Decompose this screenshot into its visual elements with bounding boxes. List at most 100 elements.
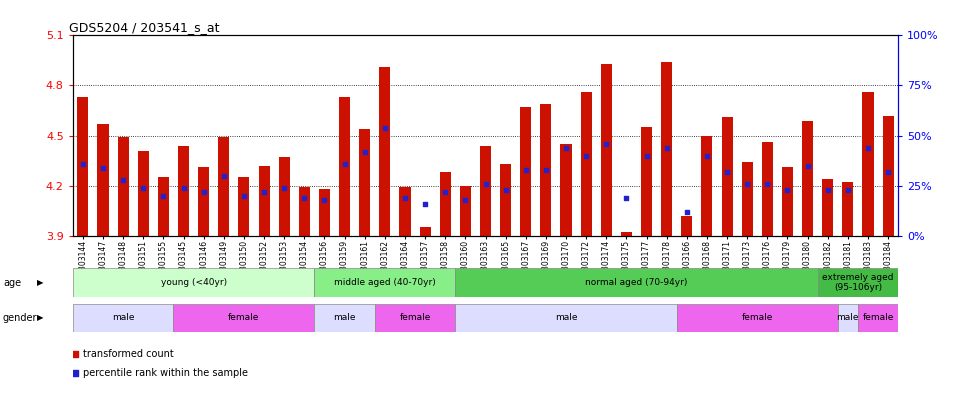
Point: [236, 193, 251, 199]
Bar: [560, 144, 572, 236]
Text: female: female: [742, 314, 773, 322]
Text: GDS5204 / 203541_s_at: GDS5204 / 203541_s_at: [69, 21, 219, 34]
Point: [699, 152, 715, 159]
Bar: [198, 167, 209, 236]
Bar: [838, 304, 858, 332]
Bar: [677, 304, 838, 332]
Bar: [540, 104, 552, 236]
Bar: [239, 177, 250, 236]
Point: [800, 162, 816, 169]
Bar: [620, 232, 632, 236]
Point: [377, 125, 392, 131]
Text: male: male: [554, 314, 578, 322]
Bar: [174, 304, 315, 332]
Bar: [455, 268, 818, 297]
Bar: [315, 268, 455, 297]
Point: [820, 187, 835, 193]
Bar: [339, 97, 351, 236]
Bar: [73, 304, 174, 332]
Point: [881, 169, 896, 175]
Bar: [97, 124, 109, 236]
Bar: [399, 187, 411, 236]
Point: [579, 152, 594, 159]
Text: female: female: [228, 314, 259, 322]
Bar: [822, 179, 833, 236]
Bar: [455, 304, 677, 332]
Bar: [641, 127, 653, 236]
Point: [337, 160, 352, 167]
Point: [95, 165, 111, 171]
Point: [457, 196, 473, 203]
Point: [598, 140, 614, 147]
Bar: [500, 164, 511, 236]
Point: [720, 169, 735, 175]
Bar: [818, 268, 898, 297]
Point: [860, 145, 876, 151]
Bar: [682, 216, 692, 236]
Bar: [802, 121, 813, 236]
Point: [840, 187, 855, 193]
Point: [176, 185, 191, 191]
Point: [357, 149, 373, 155]
Bar: [419, 228, 431, 236]
Text: normal aged (70-94yr): normal aged (70-94yr): [586, 278, 687, 287]
Point: [418, 200, 433, 207]
Text: extremely aged
(95-106yr): extremely aged (95-106yr): [822, 273, 893, 292]
Bar: [762, 142, 773, 236]
Text: male: male: [112, 314, 134, 322]
Bar: [279, 157, 289, 236]
Bar: [218, 137, 229, 236]
Point: [317, 196, 332, 203]
Point: [216, 173, 231, 179]
Bar: [117, 137, 129, 236]
Point: [397, 195, 413, 201]
Bar: [883, 116, 893, 236]
Point: [639, 152, 654, 159]
Bar: [299, 187, 310, 236]
Point: [679, 209, 694, 215]
Point: [116, 176, 131, 183]
Bar: [318, 189, 330, 236]
Bar: [842, 182, 854, 236]
Text: male: male: [333, 314, 355, 322]
Bar: [359, 129, 370, 236]
Bar: [721, 117, 732, 236]
Point: [277, 77, 292, 84]
Point: [558, 145, 574, 151]
Text: ▶: ▶: [37, 278, 44, 287]
Text: female: female: [399, 314, 431, 322]
Bar: [178, 145, 189, 236]
Bar: [661, 62, 672, 236]
Point: [155, 193, 171, 199]
Text: male: male: [837, 314, 859, 322]
Bar: [480, 145, 491, 236]
Bar: [375, 304, 455, 332]
Point: [75, 160, 90, 167]
Bar: [742, 162, 753, 236]
Text: young (<40yr): young (<40yr): [160, 278, 226, 287]
Point: [196, 189, 212, 195]
Bar: [440, 172, 451, 236]
Text: percentile rank within the sample: percentile rank within the sample: [83, 368, 248, 378]
Bar: [520, 107, 531, 236]
Text: age: age: [3, 277, 21, 288]
Point: [438, 189, 453, 195]
Bar: [862, 92, 874, 236]
Text: gender: gender: [3, 313, 38, 323]
Bar: [138, 151, 149, 236]
Point: [256, 189, 272, 195]
Point: [136, 185, 151, 191]
Bar: [601, 64, 612, 236]
Bar: [460, 185, 471, 236]
Point: [780, 187, 795, 193]
Bar: [78, 97, 88, 236]
Bar: [782, 167, 793, 236]
Text: female: female: [862, 314, 893, 322]
Bar: [258, 165, 270, 236]
Text: ▶: ▶: [37, 314, 44, 322]
Bar: [380, 67, 390, 236]
Point: [538, 167, 553, 173]
Bar: [73, 268, 315, 297]
Point: [740, 180, 755, 187]
Point: [518, 167, 533, 173]
